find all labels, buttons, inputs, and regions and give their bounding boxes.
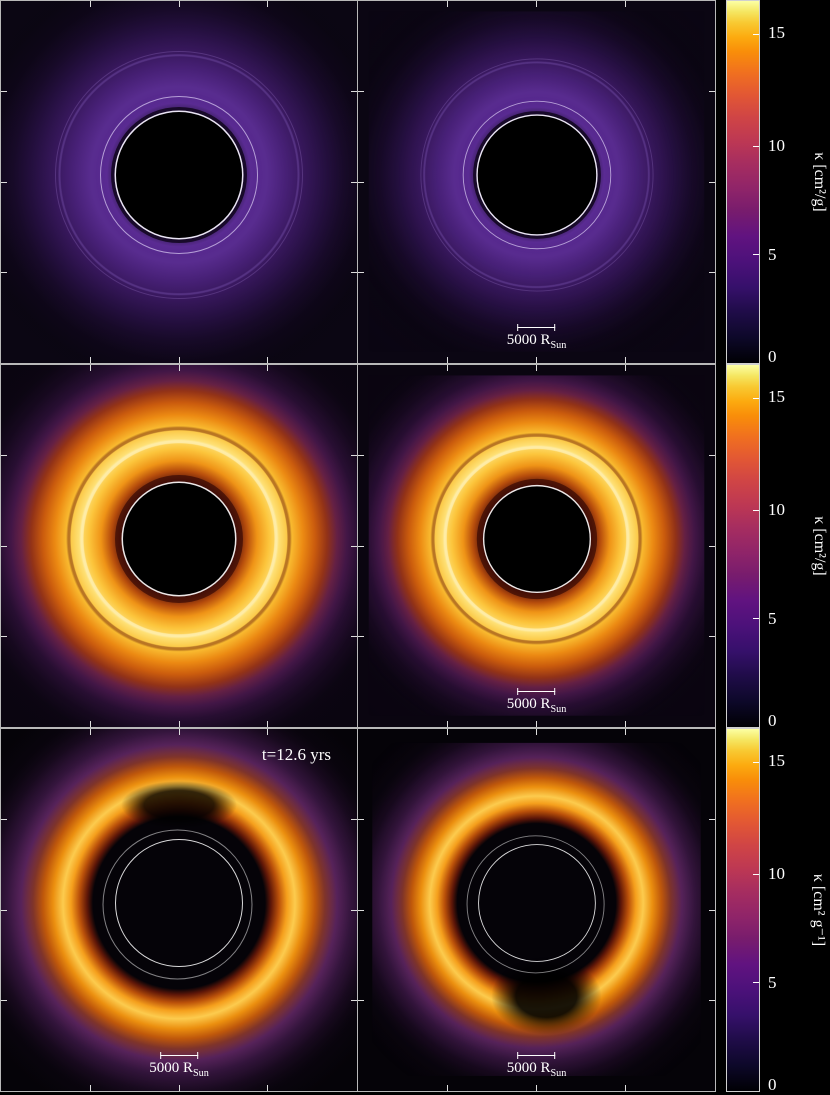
axis-ticks-right [709,729,715,1091]
central-cavity [123,482,235,595]
contour-line [466,835,605,974]
axis-ticks-left [358,729,364,1091]
axis-ticks-right [709,365,715,727]
colorbar-tick-label: 15 [768,750,785,770]
axis-ticks-right [351,365,357,727]
opacity-map [372,742,701,1076]
contour-line [462,100,611,250]
colorbar-tick [753,145,759,147]
colorbar-tick-label: 5 [768,972,777,992]
time-annotation: t=12.6 yrs [261,745,332,764]
colorbar-gradient [726,364,760,728]
colorbar-tick [753,618,759,620]
central-cavity [477,115,596,234]
scale-bar: 5000 RSun [506,688,567,715]
figure-row-3: t=12.6 yrs 5000 RSun 5000 RSun [0,728,830,1094]
colorbar-block: 15 10 5 0 κ [cm² g⁻¹] [716,728,828,1094]
colorbar-axis-label: κ [cm²/g] [811,152,828,212]
heatmap-panel-row3-right: 5000 RSun [358,728,716,1092]
scale-bar: 5000 RSun [506,1052,567,1079]
colorbar-tick-label: 0 [768,1074,777,1094]
colorbar-tick [753,982,759,984]
scale-bar-label: 5000 RSun [506,332,567,351]
axis-ticks-left [1,365,7,727]
scale-bar-label: 5000 RSun [149,1060,209,1079]
axis-ticks-right [351,729,357,1091]
opacity-map [1,729,357,1091]
colorbar-tick [753,509,759,511]
scale-bar-line [517,688,556,695]
colorbar-axis-label: κ [cm²/g] [811,516,828,576]
axis-ticks-left [1,729,7,1091]
scale-bar: 5000 RSun [506,324,567,351]
opacity-map [368,375,705,716]
colorbar-tick-label: 10 [768,499,785,519]
heatmap-panel-row1-right: 5000 RSun [358,0,716,364]
axis-ticks-left [358,365,364,727]
contour-line [102,829,253,980]
colorbar-tick-label: 15 [768,22,785,42]
colorbar-tick-label: 15 [768,386,785,406]
heatmap-panel-row1-left [0,0,358,364]
colorbar-gradient [726,728,760,1092]
figure-row-2: 5000 RSun 15 10 5 0 κ [cm²/g] [0,364,830,730]
faint-outer-ring [55,50,303,299]
colorbar-tick [753,761,759,763]
central-cavity [116,111,242,238]
colorbar-tick [753,254,759,256]
colorbar-tick-label: 10 [768,863,785,883]
colorbar-tick-label: 10 [768,135,785,155]
figure-row-1: 5000 RSun 15 10 5 0 κ [cm²/g] [0,0,830,366]
axis-ticks-left [1,1,7,363]
colorbar-axis-label: κ [cm² g⁻¹] [810,873,827,947]
colorbar-tick [753,33,759,35]
colorbar-tick-label: 5 [768,244,777,264]
colorbar-block: 15 10 5 0 κ [cm²/g] [716,0,828,366]
scale-bar-label: 5000 RSun [506,696,567,715]
axis-ticks-right [709,1,715,363]
axis-ticks-right [351,1,357,363]
colorbar-block: 15 10 5 0 κ [cm²/g] [716,364,828,730]
heatmap-panel-row2-left [0,364,358,728]
scale-bar: 5000 RSun [149,1052,209,1079]
opacity-map [1,365,357,727]
colorbar-tick-label: 0 [768,710,777,730]
scale-bar-line [160,1052,198,1059]
heatmap-panel-row3-left: t=12.6 yrs 5000 RSun [0,728,358,1092]
colorbar-tick-label: 0 [768,346,777,366]
central-cavity [483,486,590,592]
colorbar-tick [753,397,759,399]
scale-bar-line [517,1052,556,1059]
colorbar-gradient [726,0,760,364]
colorbar-tick [753,873,759,875]
opacity-map [1,1,357,363]
faint-outer-ring [419,58,654,292]
heatmap-panel-row2-right: 5000 RSun [358,364,716,728]
opacity-map [368,11,705,352]
colorbar-tick-label: 5 [768,608,777,628]
contour-line [100,95,258,254]
scale-bar-label: 5000 RSun [506,1060,567,1079]
axis-ticks-left [358,1,364,363]
scale-bar-line [517,324,556,331]
